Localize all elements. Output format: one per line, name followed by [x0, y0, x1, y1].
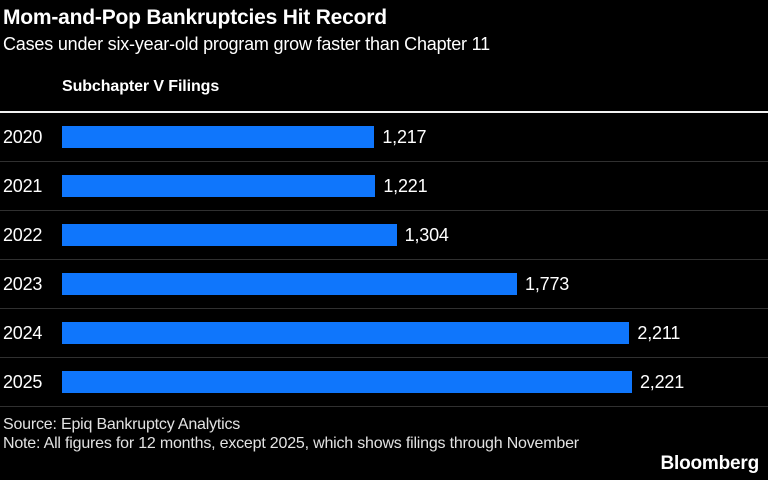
- bar: [62, 322, 630, 344]
- bar-track: 1,221: [62, 175, 768, 197]
- page-title: Mom-and-Pop Bankruptcies Hit Record: [3, 6, 387, 29]
- year-label: 2023: [3, 273, 43, 294]
- bar-chart: 2020 1,217 2021 1,221 2022 1,304 2023 1,773 2024…: [0, 111, 768, 407]
- year-label: 2021: [3, 175, 43, 196]
- bar: [62, 371, 632, 393]
- bar: [62, 224, 397, 246]
- chart-title: Subchapter V Filings: [62, 78, 220, 95]
- year-label: 2020: [3, 126, 43, 147]
- note-text: Note: All figures for 12 months, except …: [3, 435, 579, 452]
- chart-row: 2021 1,221: [0, 162, 768, 211]
- year-label: 2025: [3, 371, 43, 392]
- chart-row: 2020 1,217: [0, 113, 768, 162]
- bar-track: 2,221: [62, 371, 768, 393]
- year-label: 2024: [3, 322, 43, 343]
- bloomberg-logo: Bloomberg: [660, 453, 760, 474]
- value-label: 1,773: [525, 273, 570, 294]
- value-label: 2,211: [637, 322, 681, 343]
- chart-row: 2024 2,211: [0, 309, 768, 358]
- chart-row: 2023 1,773: [0, 260, 768, 309]
- value-label: 1,304: [404, 224, 449, 245]
- bar-track: 1,773: [62, 273, 768, 295]
- source-text: Source: Epiq Bankruptcy Analytics: [3, 416, 241, 433]
- bar: [62, 175, 376, 197]
- bar-track: 1,304: [62, 224, 768, 246]
- year-label: 2022: [3, 224, 43, 245]
- chart-rows: 2020 1,217 2021 1,221 2022 1,304 2023 1,773 2024…: [0, 113, 768, 407]
- value-label: 1,221: [383, 175, 428, 196]
- footer: Source: Epiq Bankruptcy Analytics Note: …: [0, 407, 768, 453]
- value-label: 2,221: [640, 371, 685, 392]
- bar: [62, 273, 518, 295]
- value-label: 1,217: [382, 126, 427, 147]
- bar: [62, 126, 375, 148]
- bar-track: 2,211: [62, 322, 768, 344]
- bar-track: 1,217: [62, 126, 768, 148]
- chart-row: 2022 1,304: [0, 211, 768, 260]
- page-subtitle: Cases under six-year-old program grow fa…: [3, 34, 490, 54]
- chart-row: 2025 2,221: [0, 358, 768, 407]
